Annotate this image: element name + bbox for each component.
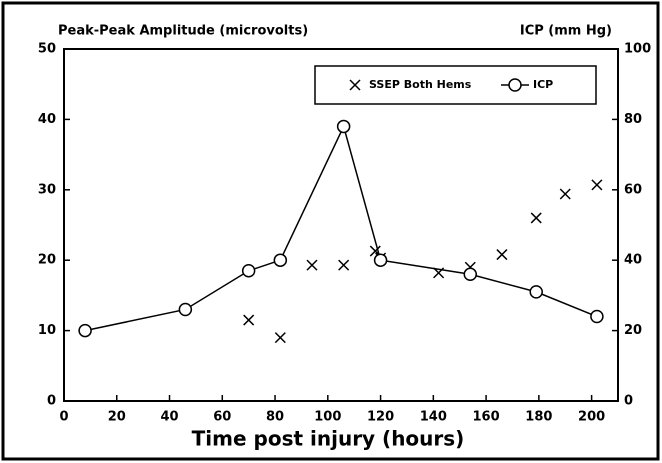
circle-marker bbox=[590, 309, 604, 324]
y2-tick-label: 100 bbox=[624, 42, 651, 57]
x-marker bbox=[338, 259, 350, 271]
x-tick-label: 120 bbox=[367, 410, 394, 425]
x-marker bbox=[496, 249, 508, 261]
y-tick-label: 20 bbox=[38, 253, 56, 268]
y2-axis-label: ICP (mm Hg) bbox=[520, 24, 612, 39]
x-marker bbox=[349, 79, 361, 91]
legend-box bbox=[314, 65, 597, 105]
x-marker bbox=[591, 179, 603, 191]
y-axis-label: Peak-Peak Amplitude (microvolts) bbox=[58, 24, 308, 39]
circle-marker bbox=[273, 253, 288, 267]
x-tick-label: 60 bbox=[213, 410, 231, 425]
x-tick-label: 0 bbox=[59, 410, 68, 425]
x-tick-label: 140 bbox=[420, 410, 447, 425]
circle-marker bbox=[463, 267, 478, 282]
circle-marker bbox=[178, 302, 193, 317]
x-marker bbox=[530, 212, 542, 224]
x-tick-label: 160 bbox=[473, 410, 500, 425]
x-marker bbox=[306, 259, 318, 271]
circle-marker bbox=[529, 285, 543, 299]
y2-tick-label: 60 bbox=[624, 182, 642, 197]
legend-label: ICP bbox=[533, 78, 553, 91]
x-tick-label: 20 bbox=[108, 410, 126, 425]
circle-marker bbox=[373, 253, 388, 267]
x-tick-label: 40 bbox=[160, 410, 178, 425]
circle-marker bbox=[336, 119, 351, 134]
y-tick-label: 0 bbox=[47, 394, 56, 409]
x-marker bbox=[559, 188, 571, 200]
legend-label: SSEP Both Hems bbox=[369, 78, 472, 91]
circle-marker bbox=[78, 323, 92, 338]
y-tick-label: 40 bbox=[38, 112, 56, 127]
y2-tick-label: 20 bbox=[624, 323, 642, 338]
y-tick-label: 50 bbox=[38, 42, 56, 57]
x-tick-label: 100 bbox=[314, 410, 341, 425]
y-tick-label: 30 bbox=[38, 182, 56, 197]
x-tick-label: 80 bbox=[266, 410, 284, 425]
circle-marker bbox=[241, 264, 256, 278]
y2-tick-label: 40 bbox=[624, 253, 642, 268]
y2-tick-label: 80 bbox=[624, 112, 642, 127]
x-axis-label: Time post injury (hours) bbox=[192, 427, 465, 451]
x-tick-label: 180 bbox=[525, 410, 552, 425]
plot-frame bbox=[63, 48, 619, 402]
x-marker bbox=[243, 314, 255, 326]
x-tick-label: 200 bbox=[578, 410, 605, 425]
x-marker bbox=[274, 332, 286, 344]
y2-tick-label: 0 bbox=[624, 394, 633, 409]
y-tick-label: 10 bbox=[38, 323, 56, 338]
circle-marker bbox=[508, 78, 522, 92]
